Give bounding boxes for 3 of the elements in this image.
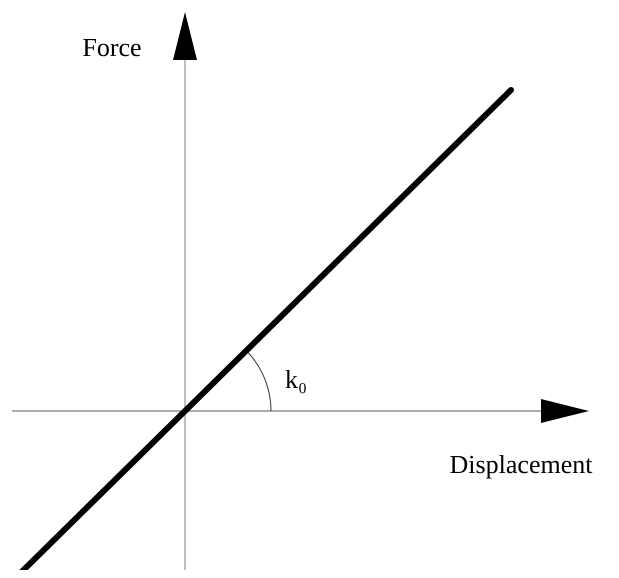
annotation: k₀	[284, 365, 308, 394]
x-axis-title: Displacement	[450, 450, 594, 479]
y-axis-title: Force	[82, 33, 142, 62]
